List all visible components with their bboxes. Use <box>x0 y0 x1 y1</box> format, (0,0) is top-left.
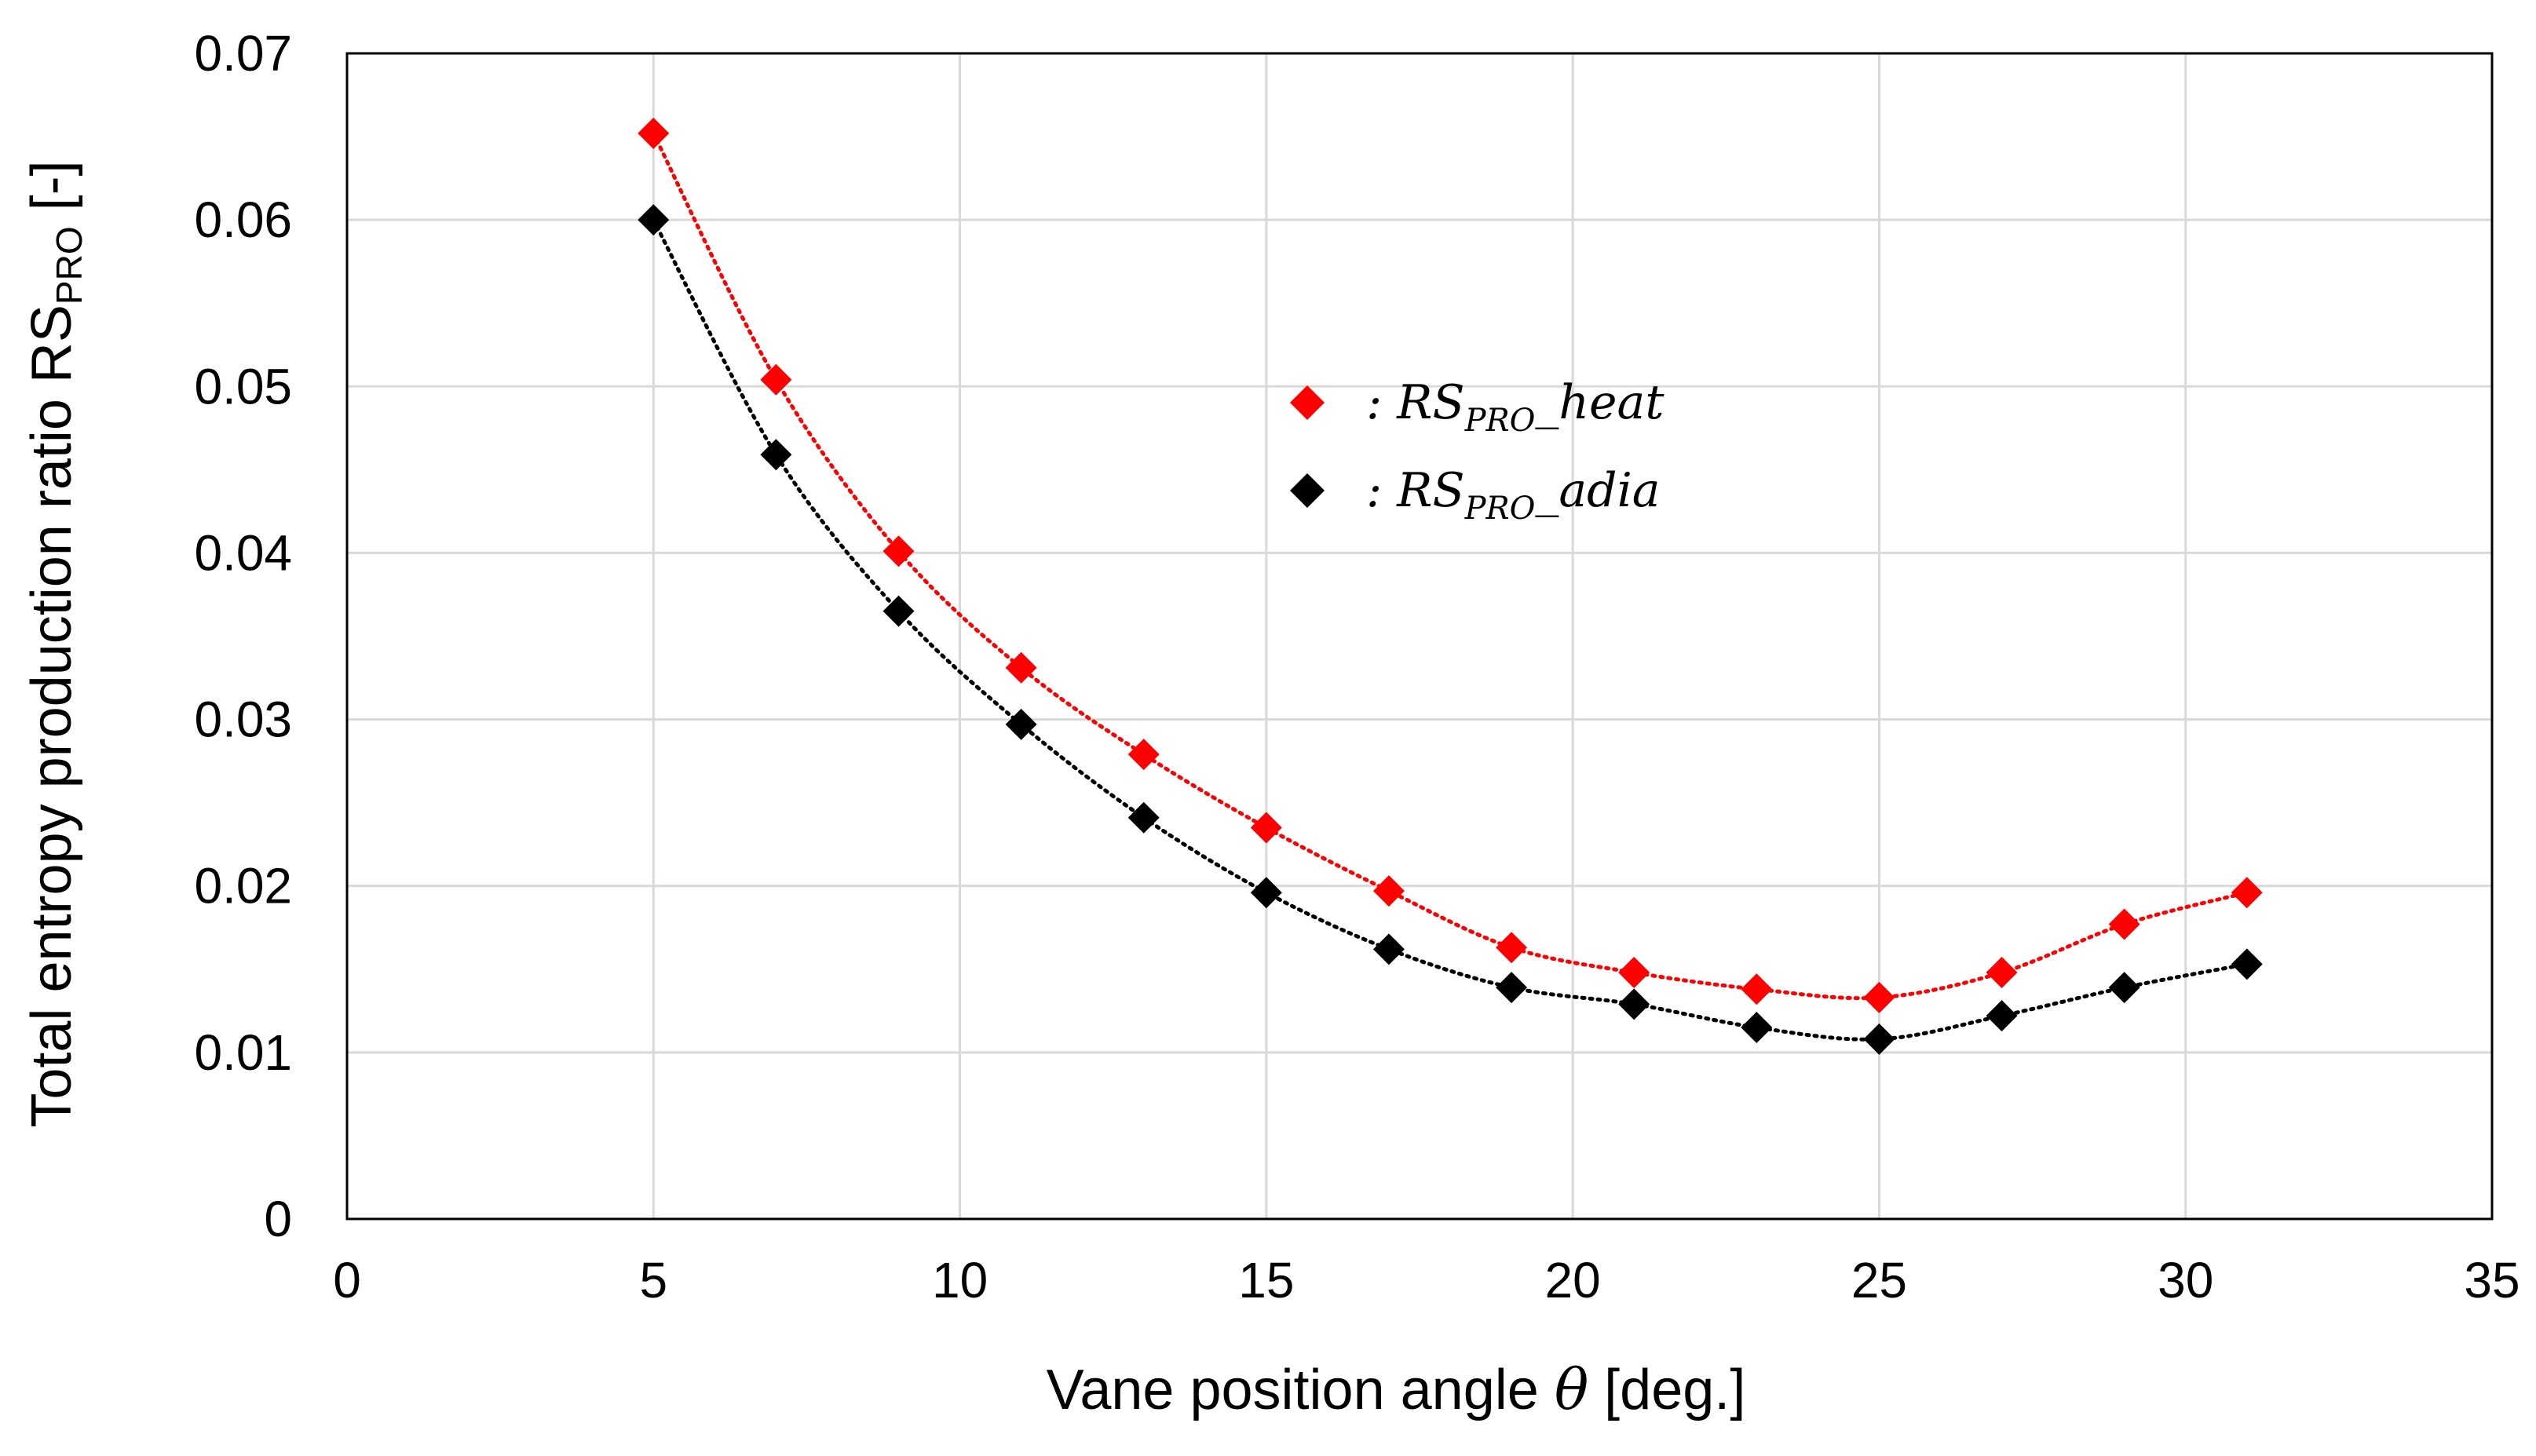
data-point-adia <box>1127 801 1160 834</box>
data-point-adia <box>882 595 915 627</box>
y-tick-label: 0.06 <box>194 192 292 248</box>
data-point-heat <box>1863 981 1895 1013</box>
data-point-adia <box>2231 948 2263 980</box>
legend-label-suffix: _adia <box>1535 463 1660 518</box>
y-tick-label: 0.05 <box>194 358 292 414</box>
y-tick-label: 0 <box>264 1191 292 1247</box>
x-tick-label: 0 <box>333 1252 361 1308</box>
data-point-heat <box>1372 875 1405 907</box>
legend-label-suffix: _heat <box>1535 375 1664 430</box>
trendline-heat <box>651 131 2249 1001</box>
data-point-adia <box>1863 1023 1895 1055</box>
data-point-adia <box>1496 972 1528 1004</box>
tick-labels: 0 5 10 15 20 25 30 35 0 0.01 0.02 0.03 0.04 0.05 0.06 0… <box>194 25 2520 1308</box>
x-tick-label: 25 <box>1851 1252 1907 1308</box>
y-tick-label: 0.04 <box>194 524 292 581</box>
y-axis-title-unit: [-] <box>20 160 83 226</box>
data-point-heat <box>2231 877 2263 909</box>
legend: : RSPRO_heat: RSPRO_adia <box>1290 375 1664 527</box>
data-point-heat <box>2108 908 2140 940</box>
data-point-adia <box>1618 988 1650 1020</box>
legend-item-heat: : RSPRO_heat <box>1290 375 1664 439</box>
legend-label: : RSPRO_heat <box>1366 375 1664 439</box>
data-markers <box>638 117 2263 1055</box>
data-point-heat <box>1005 651 1037 684</box>
data-point-adia <box>2108 972 2140 1004</box>
y-tick-label: 0.02 <box>194 858 292 914</box>
legend-label-prefix: : RS <box>1366 375 1465 430</box>
data-point-heat <box>1127 739 1160 771</box>
x-tick-label: 10 <box>932 1252 988 1308</box>
data-point-adia <box>1372 933 1405 965</box>
data-point-adia <box>1741 1012 1773 1044</box>
data-point-heat <box>1496 932 1528 964</box>
data-point-adia <box>1986 1000 2018 1032</box>
y-tick-label: 0.03 <box>194 692 292 748</box>
data-point-adia <box>1005 708 1037 740</box>
legend-label-subscript: PRO <box>1464 491 1536 527</box>
data-point-heat <box>1986 957 2018 989</box>
legend-label-subscript: PRO <box>1464 403 1536 439</box>
y-tick-label: 0.01 <box>194 1024 292 1081</box>
data-point-adia <box>638 204 670 236</box>
data-point-adia <box>1250 877 1282 909</box>
trendlines <box>651 131 2249 1042</box>
data-point-heat <box>638 117 670 149</box>
x-axis-title-symbol: θ <box>1555 1356 1588 1422</box>
y-axis-title: Total entropy production ratio RSPRO [-] <box>20 160 90 1127</box>
data-point-heat <box>1250 812 1282 844</box>
y-axis-title-subscript: PRO <box>49 226 90 305</box>
grid-lines <box>347 53 2492 1219</box>
x-tick-label: 15 <box>1238 1252 1294 1308</box>
x-axis-title: Vane position angle θ [deg.] <box>1047 1356 1746 1422</box>
y-axis-title-main: Total entropy production ratio RS <box>20 305 83 1128</box>
legend-marker <box>1290 473 1325 508</box>
x-tick-label: 30 <box>2158 1252 2213 1308</box>
x-axis-title-main: Vane position angle <box>1047 1359 1555 1421</box>
plot-area-frame <box>345 52 2494 1221</box>
legend-label-prefix: : RS <box>1366 463 1465 518</box>
x-tick-label: 20 <box>1545 1252 1601 1308</box>
trendline-adia <box>651 217 2249 1042</box>
data-point-heat <box>1741 973 1773 1005</box>
data-point-adia <box>760 439 792 471</box>
x-tick-label: 5 <box>639 1252 667 1308</box>
legend-item-adia: : RSPRO_adia <box>1290 463 1661 527</box>
data-point-heat <box>760 363 792 396</box>
legend-label: : RSPRO_adia <box>1366 463 1661 527</box>
y-tick-label: 0.07 <box>194 25 292 82</box>
data-point-heat <box>882 535 915 567</box>
x-tick-label: 35 <box>2464 1252 2520 1308</box>
legend-marker <box>1290 385 1325 420</box>
data-point-heat <box>1618 957 1650 989</box>
x-axis-title-unit: [deg.] <box>1588 1359 1745 1421</box>
